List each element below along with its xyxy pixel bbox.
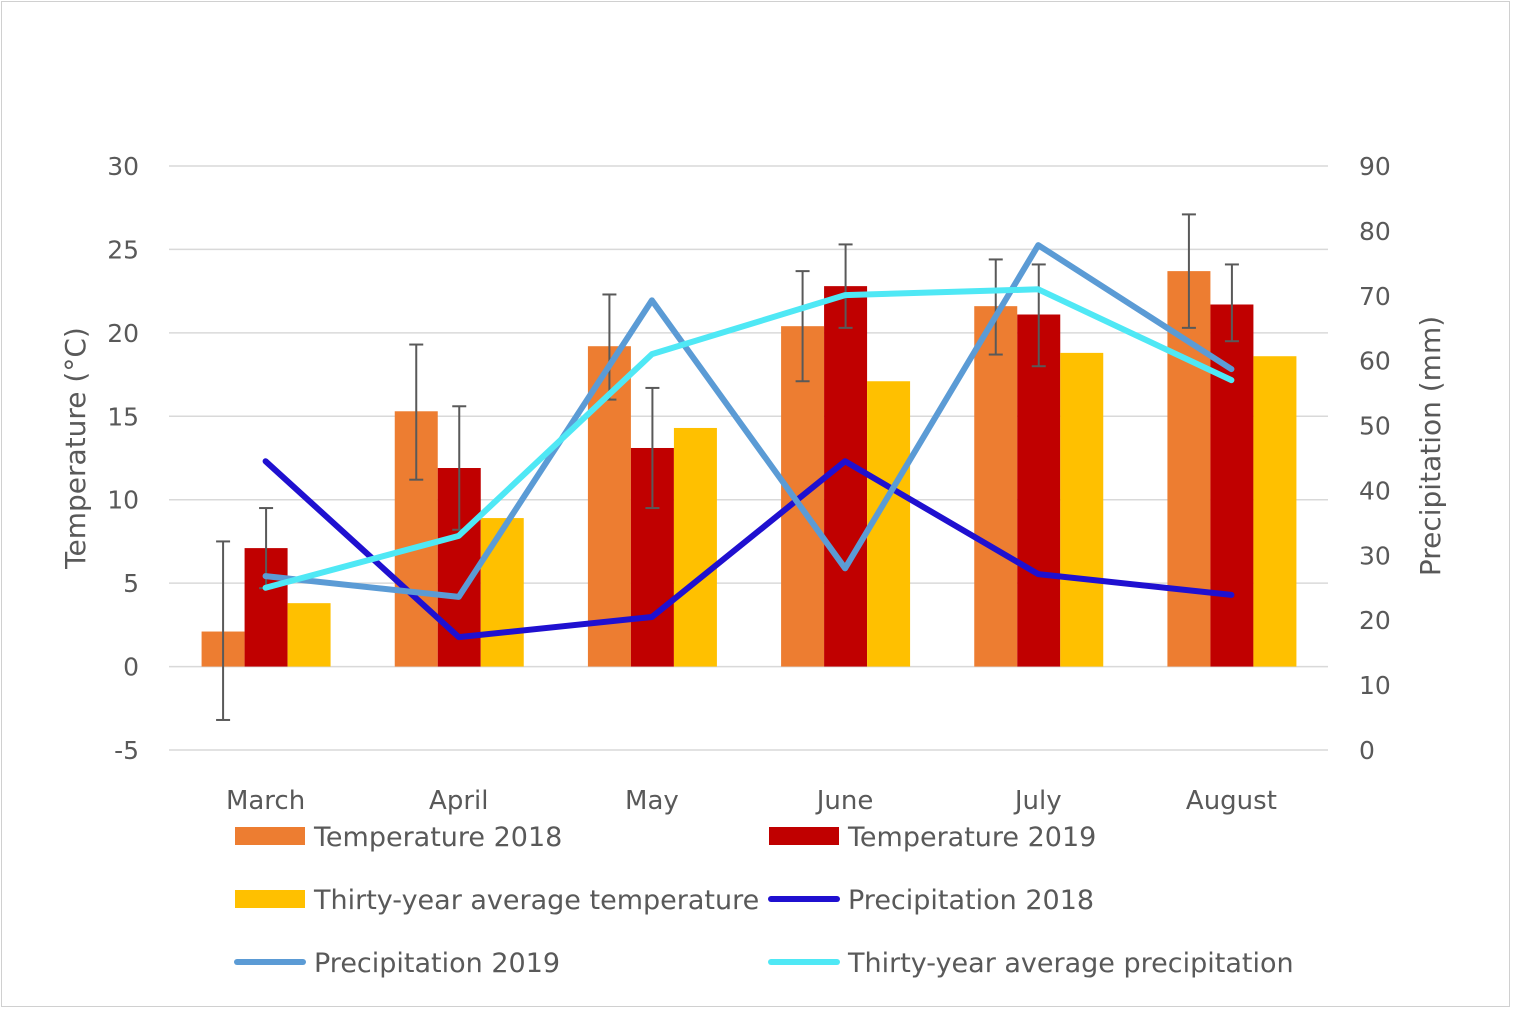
right-tick-label: 0 — [1359, 736, 1375, 765]
legend-label: Temperature 2019 — [847, 822, 1096, 853]
legend-label: Precipitation 2018 — [848, 885, 1094, 916]
bar — [1253, 356, 1297, 667]
category-label: July — [1013, 786, 1062, 816]
left-tick-label: 10 — [107, 486, 139, 515]
right-tick-label: 80 — [1359, 217, 1391, 246]
line-series — [262, 242, 1235, 600]
legend-label: Temperature 2018 — [313, 822, 562, 853]
left-axis-label: Temperature (°C) — [59, 327, 92, 570]
right-tick-label: 50 — [1359, 412, 1391, 441]
legend-label: Precipitation 2019 — [314, 948, 560, 979]
bar — [974, 306, 1018, 667]
right-tick-label: 70 — [1359, 282, 1391, 311]
bar — [1017, 314, 1061, 667]
legend-swatch — [769, 827, 839, 845]
line-series — [262, 458, 1235, 641]
left-tick-label: 15 — [107, 402, 139, 431]
left-tick-label: 30 — [107, 152, 139, 181]
legend-swatch — [235, 890, 305, 908]
legend-swatch — [235, 827, 305, 845]
legend-label: Thirty-year average temperature — [313, 885, 759, 916]
right-tick-label: 20 — [1359, 606, 1391, 635]
bar — [287, 603, 331, 667]
right-tick-label: 90 — [1359, 152, 1391, 181]
right-axis-label: Precipitation (mm) — [1414, 316, 1447, 576]
right-tick-label: 10 — [1359, 671, 1391, 700]
category-label: March — [226, 786, 305, 816]
bar — [1060, 352, 1104, 667]
category-label: April — [429, 786, 488, 816]
bar — [824, 286, 868, 667]
bar — [1210, 304, 1254, 667]
category-label: May — [625, 786, 679, 816]
left-tick-label: -5 — [114, 736, 139, 765]
category-label: June — [815, 786, 874, 816]
right-tick-label: 30 — [1359, 541, 1391, 570]
bar — [480, 518, 524, 667]
left-tick-label: 20 — [107, 319, 139, 348]
left-tick-label: 0 — [123, 653, 139, 682]
right-tick-label: 60 — [1359, 347, 1391, 376]
left-tick-label: 25 — [107, 235, 139, 264]
line-series — [262, 286, 1235, 591]
bar — [673, 427, 717, 667]
category-label: August — [1186, 786, 1277, 816]
right-tick-label: 40 — [1359, 476, 1391, 505]
left-tick-label: 5 — [123, 569, 139, 598]
legend-label: Thirty-year average precipitation — [847, 948, 1294, 979]
bar — [1167, 271, 1211, 667]
